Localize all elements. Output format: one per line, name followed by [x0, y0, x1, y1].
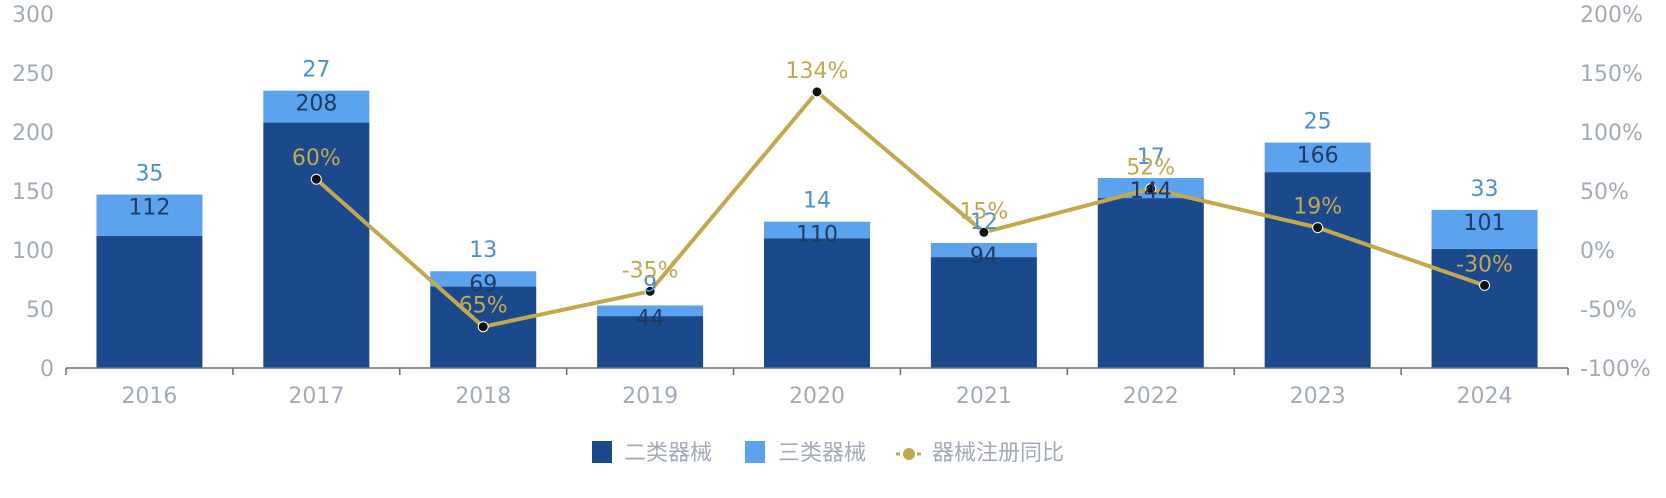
legend-label-yoy: 器械注册同比 — [932, 441, 1064, 466]
y-tick-label: 150 — [12, 180, 54, 205]
label-yoy: -30% — [1456, 252, 1513, 277]
legend-label-class3: 三类器械 — [778, 441, 866, 466]
bar-class2 — [764, 238, 870, 368]
bar-class2 — [263, 122, 370, 368]
x-tick-label: 2017 — [288, 384, 344, 409]
bar-class3 — [1264, 142, 1371, 173]
x-tick-label: 2021 — [956, 384, 1012, 409]
label-class3: 33 — [1471, 177, 1499, 202]
yoy-line-path — [315, 89, 1486, 329]
data-labels: 112 35 208 27 60% 69 13 65% 44 9-35% 110 14 134% 94 12… — [128, 58, 1513, 332]
y2-tick-label: 50% — [1580, 180, 1629, 205]
label-class2: 144 — [1130, 179, 1172, 204]
yoy-point — [811, 86, 823, 98]
label-class2: 44 — [636, 306, 664, 331]
bar-class2 — [1097, 198, 1204, 368]
y-axis-left: 300 250 200 150 100 50 0 — [12, 3, 54, 382]
legend: 二类器械 三类器械 器械注册同比 — [592, 441, 1064, 466]
label-class2: 94 — [970, 244, 998, 269]
label-yoy: 19% — [1293, 195, 1342, 220]
bar-class3 — [1431, 209, 1538, 249]
label-class3: 17 — [1137, 145, 1165, 170]
y-tick-label: 0 — [40, 357, 54, 382]
bar-class3 — [96, 194, 203, 236]
label-yoy: 52% — [1126, 156, 1175, 181]
label-class3: 25 — [1304, 110, 1332, 135]
label-class2: 166 — [1297, 144, 1339, 169]
yoy-point — [978, 226, 990, 238]
label-class3: 9 — [643, 272, 657, 297]
y2-tick-label: 150% — [1580, 62, 1643, 87]
bar-class2 — [597, 316, 704, 368]
label-class2: 112 — [128, 196, 170, 221]
label-class2: 110 — [796, 223, 838, 248]
label-class3: 27 — [302, 58, 330, 83]
x-tick-label: 2016 — [121, 384, 177, 409]
legend-swatch-class3 — [745, 441, 765, 463]
label-class2: 208 — [295, 92, 337, 117]
label-class3: 12 — [970, 210, 998, 235]
bar-class2 — [1264, 172, 1371, 368]
bar-class2 — [1431, 248, 1538, 368]
yoy-line — [310, 86, 1491, 333]
label-yoy: -35% — [622, 258, 679, 283]
x-tick-label: 2023 — [1290, 384, 1346, 409]
label-yoy: 134% — [786, 59, 849, 84]
y-tick-label: 250 — [12, 62, 54, 87]
y2-tick-label: -100% — [1580, 357, 1651, 382]
yoy-point — [477, 321, 489, 333]
y-tick-label: 200 — [12, 121, 54, 146]
bar-class3 — [597, 305, 704, 317]
x-tick-label: 2020 — [789, 384, 845, 409]
y2-tick-label: -50% — [1580, 298, 1637, 323]
x-tick-label: 2024 — [1457, 384, 1513, 409]
bar-class3 — [430, 271, 537, 287]
legend-swatch-class2 — [592, 441, 612, 463]
bar-class2 — [930, 257, 1037, 368]
y-tick-label: 300 — [12, 3, 54, 28]
label-class3: 13 — [469, 238, 497, 263]
x-tick-label: 2019 — [622, 384, 678, 409]
bar-class3 — [764, 221, 870, 239]
yoy-point — [1312, 222, 1324, 234]
label-class3: 35 — [135, 162, 163, 187]
x-tick-label: 2022 — [1123, 384, 1179, 409]
y-axis-right: 200% 150% 100% 50% 0% -50% -100% — [1580, 3, 1651, 382]
y2-tick-label: 200% — [1580, 3, 1643, 28]
x-axis: 2016 2017 2018 2019 2020 2021 2022 2023 2024 — [65, 367, 1569, 409]
yoy-point — [644, 285, 656, 297]
y-tick-label: 100 — [12, 239, 54, 264]
yoy-point — [310, 173, 322, 185]
bar-class3 — [263, 90, 370, 123]
label-class3: 14 — [803, 189, 831, 214]
legend-label-class2: 二类器械 — [624, 441, 712, 466]
label-yoy: 15% — [959, 199, 1008, 224]
y2-tick-label: 100% — [1580, 121, 1643, 146]
bar-class2 — [96, 235, 203, 368]
yoy-point — [1479, 279, 1491, 291]
legend-swatch-dot — [903, 448, 915, 460]
label-yoy: 65% — [459, 294, 508, 319]
label-class2: 69 — [469, 272, 497, 297]
yoy-point — [1145, 183, 1157, 195]
x-tick-label: 2018 — [455, 384, 511, 409]
label-yoy: 60% — [292, 146, 341, 171]
bar-class3 — [930, 242, 1037, 258]
y-tick-label: 50 — [26, 298, 54, 323]
y2-tick-label: 0% — [1580, 239, 1615, 264]
label-class2: 101 — [1464, 211, 1506, 236]
